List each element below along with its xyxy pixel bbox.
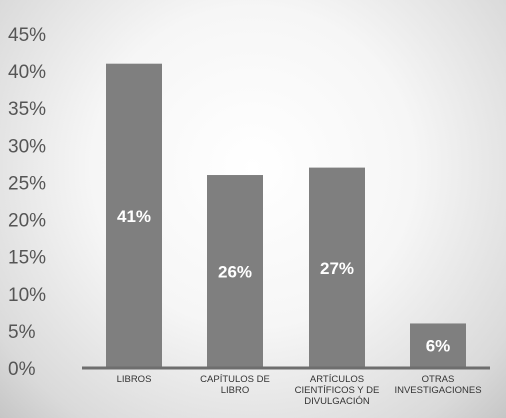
x-category-label: DIVULGACIÓN <box>304 396 370 407</box>
x-category-label: INVESTIGACIONES <box>394 385 481 396</box>
y-tick-label: 35% <box>8 99 46 120</box>
data-label: 26% <box>218 263 252 282</box>
data-label: 41% <box>117 207 151 226</box>
data-label: 27% <box>320 259 354 278</box>
y-tick-label: 30% <box>8 136 46 157</box>
y-tick-label: 40% <box>8 62 46 83</box>
y-tick-label: 0% <box>8 359 36 380</box>
y-tick-label: 10% <box>8 285 46 306</box>
y-tick-label: 25% <box>8 173 46 194</box>
data-label: 6% <box>426 337 451 356</box>
x-category-label: LIBRO <box>221 385 250 396</box>
x-category-label: OTRAS <box>422 374 455 385</box>
bar <box>106 63 162 368</box>
bar <box>207 175 263 368</box>
bar <box>410 323 466 368</box>
x-category-label: CAPÍTULOS DE <box>200 374 270 385</box>
x-category-label: ARTÍCULOS <box>310 374 364 385</box>
bar <box>309 167 365 368</box>
y-tick-label: 45% <box>8 25 46 46</box>
y-tick-label: 15% <box>8 248 46 269</box>
y-tick-label: 5% <box>8 322 36 343</box>
x-category-label: LIBROS <box>117 374 152 385</box>
y-tick-label: 20% <box>8 211 46 232</box>
x-category-label: CIENTÍFICOS Y DE <box>295 385 380 396</box>
